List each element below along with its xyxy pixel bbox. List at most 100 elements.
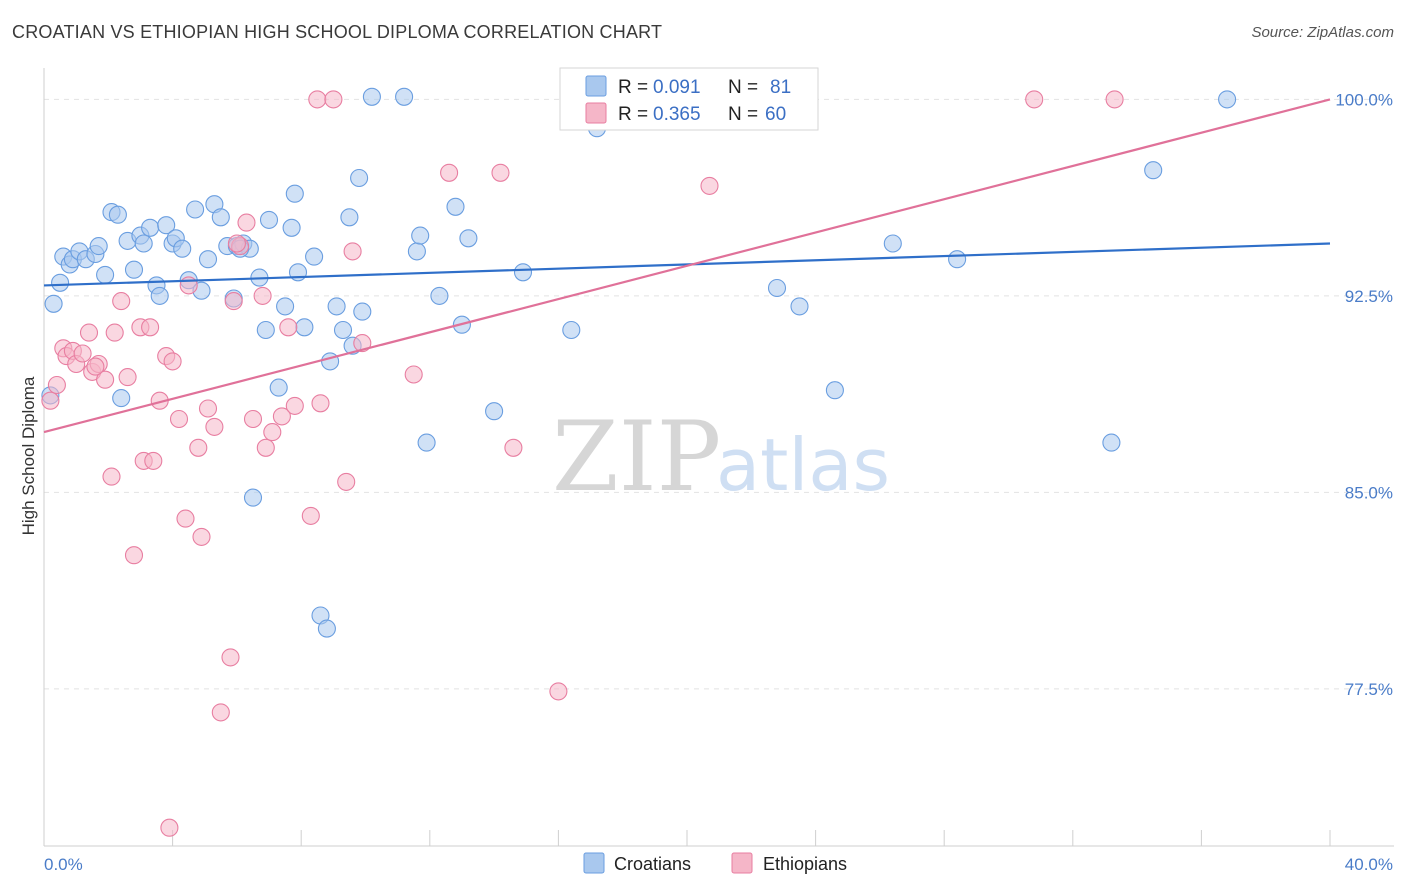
ethiopians-point: [160, 818, 179, 837]
croatians-point: [1218, 90, 1237, 109]
y-tick-label: 100.0%: [1335, 90, 1393, 109]
ethiopians-point: [224, 292, 243, 311]
ethiopians-point: [192, 527, 211, 546]
ethiopians-point: [301, 506, 320, 525]
ethiopians-point: [343, 242, 362, 261]
ethiopians-point: [311, 394, 330, 413]
series-legend-swatch-ethiopians: [731, 852, 753, 874]
croatians-point: [282, 218, 301, 237]
grid-lines: [44, 98, 1394, 690]
croatians-point: [407, 242, 426, 261]
croatians-point: [459, 229, 478, 248]
croatians-point: [317, 619, 336, 638]
stats-legend: R = 0.091 N = 81 R = 0.365 N = 60: [559, 67, 819, 131]
ethiopians-point: [272, 407, 291, 426]
croatians-trend-line: [43, 242, 1331, 287]
croatians-point: [243, 488, 263, 507]
ethiopians-point: [105, 323, 124, 342]
croatians-point: [411, 226, 430, 245]
croatians-point: [513, 263, 533, 282]
ethiopians-point: [263, 423, 282, 442]
croatians-point: [350, 168, 369, 188]
watermark-atlas: atlas: [716, 423, 890, 507]
ethiopians-point: [491, 163, 510, 182]
croatians-point: [790, 297, 809, 316]
ethiopians-trend-line: [43, 98, 1331, 434]
source-label: Source: ZipAtlas.com: [1251, 24, 1394, 41]
ethiopians-point: [221, 648, 240, 667]
series-legend: Croatians Ethiopians: [583, 852, 847, 874]
ethiopians-point: [337, 472, 356, 491]
data-points: [41, 82, 1237, 837]
ethiopians-point: [324, 90, 343, 109]
croatians-point: [327, 297, 346, 316]
croatians-point: [89, 237, 108, 256]
croatians-point: [256, 320, 275, 340]
croatians-point: [134, 234, 153, 253]
croatians-point: [485, 402, 504, 421]
croatians-point: [305, 247, 324, 266]
croatians-point: [141, 218, 160, 237]
croatians-point: [211, 208, 230, 227]
chart-title: CROATIAN VS ETHIOPIAN HIGH SCHOOL DIPLOM…: [12, 22, 663, 42]
ethiopians-point: [1025, 90, 1044, 109]
series-legend-swatch-croatians: [583, 852, 605, 874]
croatians-point: [948, 250, 967, 269]
croatians-point: [295, 318, 314, 337]
legend-r-label-1: R =: [618, 77, 648, 98]
y-tick-label: 85.0%: [1345, 483, 1393, 502]
croatians-point: [395, 87, 414, 106]
legend-n-value-2: 60: [765, 104, 786, 125]
legend-r-value-2: 0.365: [653, 104, 701, 125]
croatians-point: [124, 260, 144, 279]
ethiopians-point: [198, 399, 218, 418]
ethiopians-point: [285, 396, 304, 415]
ethiopians-point: [176, 509, 195, 528]
ethiopians-point: [41, 391, 60, 410]
axes: [43, 68, 1394, 847]
croatians-point: [96, 265, 115, 284]
ethiopians-point: [86, 357, 105, 376]
ethiopians-point: [353, 334, 372, 353]
ethiopians-point: [96, 370, 115, 389]
ethiopians-point: [279, 318, 298, 337]
ethiopians-point: [549, 682, 568, 701]
ethiopians-point: [308, 90, 327, 109]
croatians-point: [157, 216, 176, 235]
ethiopians-point: [118, 368, 137, 387]
croatians-point: [150, 286, 169, 305]
y-tick-labels: 100.0% 92.5% 85.0% 77.5%: [1335, 90, 1393, 698]
ethiopians-point: [79, 323, 99, 342]
ethiopians-point: [102, 467, 121, 486]
legend-r-value-1: 0.091: [653, 77, 701, 98]
ethiopians-point: [700, 176, 719, 195]
x-tick-labels: 0.0% 40.0%: [44, 855, 1393, 874]
x-tick-label: 0.0%: [44, 855, 83, 874]
series-legend-croatians: Croatians: [614, 854, 691, 874]
croatians-point: [112, 389, 131, 408]
ethiopians-point: [440, 163, 459, 182]
legend-n-label-2: N =: [728, 104, 758, 125]
ethiopians-point: [169, 409, 189, 429]
croatians-point: [1144, 161, 1163, 180]
ethiopians-point: [1105, 90, 1124, 109]
ethiopians-point: [253, 286, 272, 305]
ethiopians-point: [205, 417, 224, 436]
croatians-point: [276, 297, 295, 316]
series-legend-ethiopians: Ethiopians: [763, 854, 847, 874]
ethiopians-point: [73, 344, 92, 363]
croatians-point: [767, 278, 787, 298]
x-tick-label: 40.0%: [1345, 855, 1393, 874]
croatians-point: [362, 87, 381, 106]
ethiopians-point: [47, 375, 66, 395]
croatians-point: [430, 286, 449, 305]
croatians-point: [198, 250, 218, 269]
ethiopians-point: [124, 546, 144, 565]
ethiopians-point: [243, 409, 263, 429]
ethiopians-point: [211, 703, 230, 722]
croatians-point: [446, 197, 465, 216]
ethiopians-point: [227, 234, 246, 253]
y-axis-title: High School Diploma: [19, 376, 38, 535]
croatians-point: [108, 205, 127, 224]
